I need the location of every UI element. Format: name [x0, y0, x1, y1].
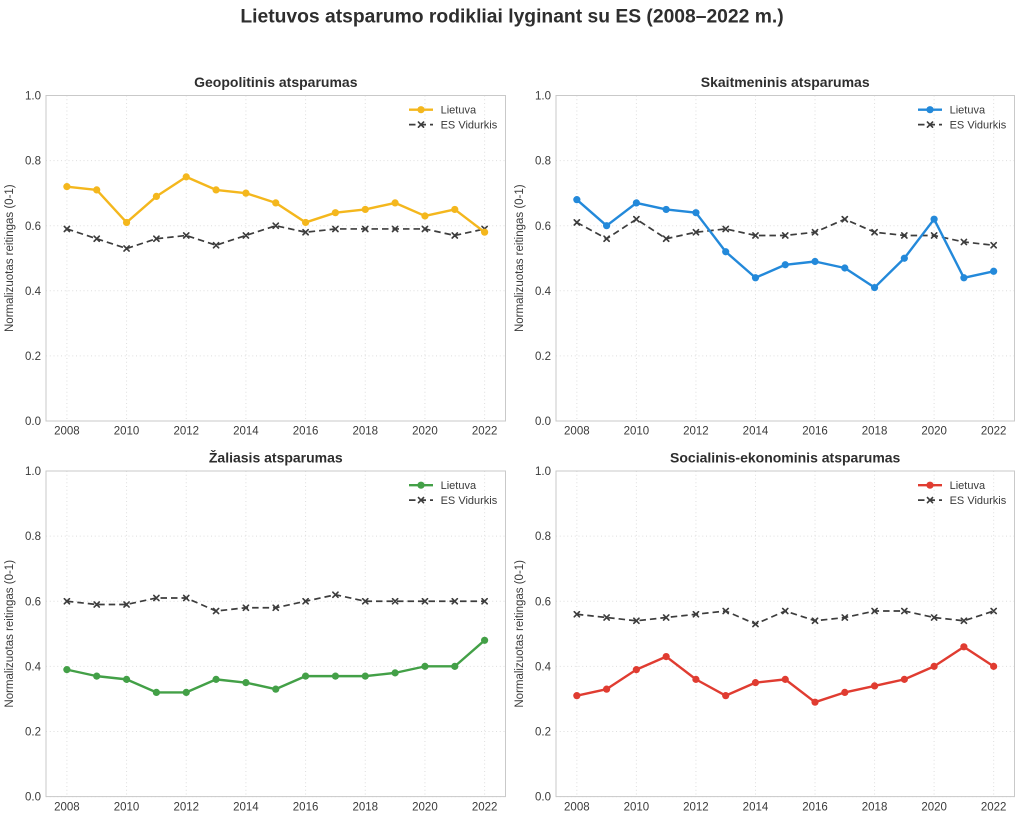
- svg-text:2018: 2018: [352, 801, 378, 813]
- svg-text:2010: 2010: [114, 801, 140, 813]
- svg-text:2010: 2010: [114, 426, 140, 438]
- svg-text:2010: 2010: [624, 801, 650, 813]
- svg-text:2022: 2022: [981, 426, 1007, 438]
- svg-text:0.0: 0.0: [25, 416, 41, 428]
- svg-text:0.0: 0.0: [535, 792, 551, 804]
- svg-text:0.0: 0.0: [25, 792, 41, 804]
- svg-text:0.6: 0.6: [25, 221, 41, 233]
- svg-text:Geopolitinis atsparumas: Geopolitinis atsparumas: [194, 74, 358, 90]
- svg-text:Lietuva: Lietuva: [950, 480, 986, 492]
- svg-text:Normalizuotas reitingas (0-1): Normalizuotas reitingas (0-1): [514, 560, 526, 708]
- svg-text:1.0: 1.0: [535, 91, 551, 103]
- svg-text:2020: 2020: [412, 801, 438, 813]
- svg-text:Socialinis-ekonominis atsparum: Socialinis-ekonominis atsparumas: [670, 450, 901, 466]
- svg-text:Normalizuotas reitingas (0-1): Normalizuotas reitingas (0-1): [4, 184, 16, 332]
- svg-text:2018: 2018: [352, 426, 378, 438]
- svg-text:0.6: 0.6: [535, 596, 551, 608]
- svg-text:2014: 2014: [743, 801, 769, 813]
- svg-text:0.2: 0.2: [25, 351, 41, 363]
- svg-text:2022: 2022: [981, 801, 1007, 813]
- svg-text:0.0: 0.0: [535, 416, 551, 428]
- svg-text:Normalizuotas reitingas (0-1): Normalizuotas reitingas (0-1): [4, 560, 16, 708]
- svg-text:2018: 2018: [862, 801, 888, 813]
- svg-text:Žaliasis atsparumas: Žaliasis atsparumas: [209, 449, 343, 466]
- svg-text:0.2: 0.2: [25, 727, 41, 739]
- svg-text:2008: 2008: [54, 801, 80, 813]
- svg-text:0.2: 0.2: [535, 727, 551, 739]
- svg-text:0.6: 0.6: [535, 221, 551, 233]
- svg-text:1.0: 1.0: [25, 91, 41, 103]
- svg-text:2014: 2014: [233, 426, 259, 438]
- svg-text:2008: 2008: [564, 426, 590, 438]
- svg-text:Lietuva: Lietuva: [441, 105, 477, 117]
- svg-text:2016: 2016: [293, 801, 319, 813]
- svg-text:Skaitmeninis atsparumas: Skaitmeninis atsparumas: [701, 74, 870, 90]
- svg-text:ES Vidurkis: ES Vidurkis: [441, 120, 498, 132]
- svg-text:2014: 2014: [743, 426, 769, 438]
- svg-text:Lietuva: Lietuva: [950, 105, 986, 117]
- svg-text:2014: 2014: [233, 801, 259, 813]
- svg-text:2010: 2010: [624, 426, 650, 438]
- svg-text:2016: 2016: [802, 801, 828, 813]
- svg-text:Lietuvos atsparumo rodikliai l: Lietuvos atsparumo rodikliai lyginant su…: [240, 7, 783, 28]
- svg-text:Lietuva: Lietuva: [441, 480, 477, 492]
- svg-text:2016: 2016: [293, 426, 319, 438]
- svg-text:0.4: 0.4: [535, 661, 552, 673]
- svg-text:1.0: 1.0: [535, 466, 551, 478]
- svg-text:0.8: 0.8: [535, 531, 551, 543]
- svg-text:2022: 2022: [472, 801, 498, 813]
- svg-text:0.4: 0.4: [25, 661, 42, 673]
- svg-text:2020: 2020: [921, 426, 947, 438]
- svg-text:0.8: 0.8: [25, 156, 41, 168]
- svg-text:2018: 2018: [862, 426, 888, 438]
- svg-text:0.4: 0.4: [25, 286, 42, 298]
- svg-text:2008: 2008: [54, 426, 80, 438]
- svg-text:2012: 2012: [683, 426, 709, 438]
- svg-text:0.8: 0.8: [25, 531, 41, 543]
- svg-text:0.8: 0.8: [535, 156, 551, 168]
- svg-text:0.2: 0.2: [535, 351, 551, 363]
- svg-text:1.0: 1.0: [25, 466, 41, 478]
- svg-text:2020: 2020: [412, 426, 438, 438]
- svg-text:ES Vidurkis: ES Vidurkis: [950, 495, 1007, 507]
- svg-text:2022: 2022: [472, 426, 498, 438]
- svg-text:2012: 2012: [683, 801, 709, 813]
- svg-text:2012: 2012: [173, 801, 199, 813]
- svg-text:0.4: 0.4: [535, 286, 552, 298]
- svg-text:2008: 2008: [564, 801, 590, 813]
- svg-text:2020: 2020: [921, 801, 947, 813]
- svg-text:2012: 2012: [173, 426, 199, 438]
- svg-text:2016: 2016: [802, 426, 828, 438]
- svg-text:0.6: 0.6: [25, 596, 41, 608]
- svg-text:ES Vidurkis: ES Vidurkis: [950, 120, 1007, 132]
- svg-text:Normalizuotas reitingas (0-1): Normalizuotas reitingas (0-1): [514, 184, 526, 332]
- svg-text:ES Vidurkis: ES Vidurkis: [441, 495, 498, 507]
